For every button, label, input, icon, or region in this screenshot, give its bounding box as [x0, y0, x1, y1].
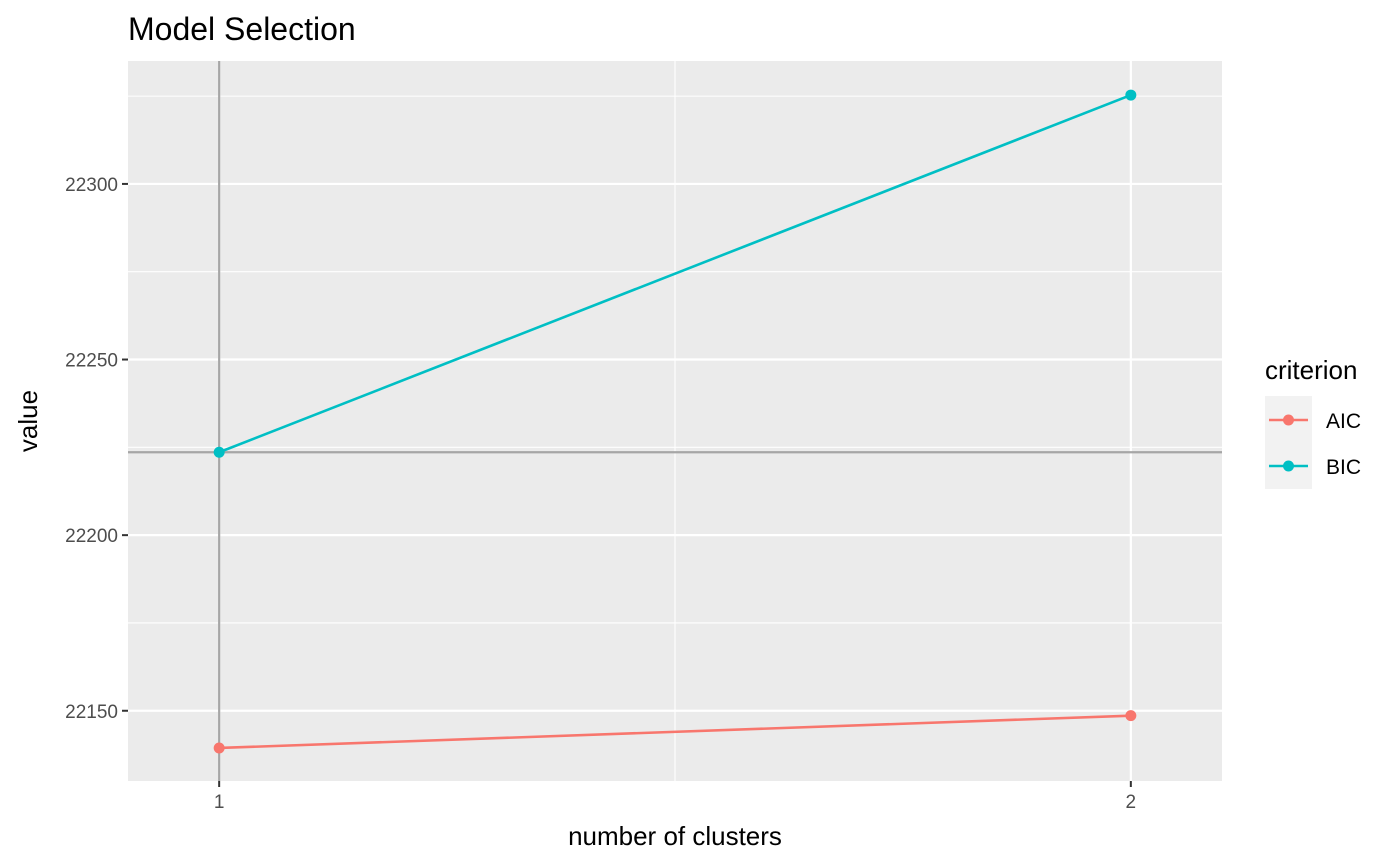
series-line-aic	[219, 714, 1131, 750]
legend-label-aic: AIC	[1326, 410, 1361, 433]
x-tick-label: 2	[1126, 792, 1137, 813]
legend-title: criterion	[1265, 355, 1357, 385]
x-axis-title: number of clusters	[568, 821, 782, 851]
data-point-aic	[1125, 710, 1137, 722]
legend-key-point-aic	[1283, 414, 1294, 426]
legend: criterion AIC BIC	[1265, 355, 1361, 489]
x-tick-label: 1	[214, 792, 225, 813]
y-tick-label: 22300	[65, 175, 118, 196]
y-tick-label: 22200	[65, 526, 118, 547]
legend-key-point-bic	[1283, 460, 1294, 472]
legend-items: AIC BIC	[1269, 410, 1361, 479]
y-axis: 22150 22200 22250 22300	[65, 175, 128, 723]
data-point-bic	[213, 446, 225, 458]
chart-title: Model Selection	[128, 11, 356, 47]
legend-label-bic: BIC	[1326, 456, 1361, 479]
series-line-bic	[218, 93, 1132, 454]
y-tick-label: 22150	[65, 702, 118, 723]
y-tick-label: 22250	[65, 351, 118, 372]
data-point-aic	[213, 742, 225, 754]
y-axis-title: value	[13, 390, 43, 452]
legend-key-background	[1265, 396, 1312, 489]
minor-gridlines	[128, 61, 1222, 781]
series-layer	[213, 89, 1137, 754]
data-point-bic	[1125, 89, 1137, 101]
reference-lines	[128, 61, 1222, 781]
